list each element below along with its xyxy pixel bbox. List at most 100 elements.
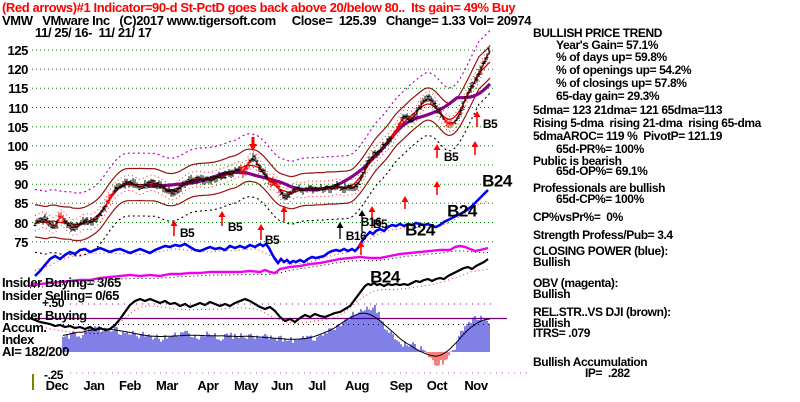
price-bar [447, 120, 451, 129]
lower-band [35, 77, 491, 242]
price-bar [231, 169, 235, 177]
stats-panel-line: % of openings up= 54.2% [556, 63, 692, 77]
x-axis-month-label: Feb [119, 378, 141, 393]
price-bar [275, 181, 279, 188]
price-bar [423, 95, 427, 103]
stats-panel-line: CP%vsPr%= 0% [533, 210, 623, 224]
y-axis-tick-label: 85 [14, 196, 28, 212]
price-bar [285, 192, 289, 200]
price-bar [221, 171, 225, 179]
price-bar [267, 180, 271, 185]
price-bar [251, 153, 255, 163]
price-bar [479, 65, 483, 75]
price-bar [185, 179, 189, 186]
price-bar [67, 223, 71, 229]
indicator-pane-label: Insider Selling= 0/65 [2, 288, 119, 303]
sell-arrow-head [249, 144, 257, 151]
price-bar [283, 193, 287, 201]
price-bar [313, 186, 317, 192]
price-bar [61, 214, 65, 224]
price-bar [195, 175, 199, 184]
buy-arrow-head [433, 181, 441, 187]
price-bar [321, 187, 325, 194]
price-bar [415, 107, 419, 117]
price-bar [91, 219, 95, 226]
price-bar [255, 159, 259, 166]
date-range-label: 11/ 25/ 16- 11/ 21/ 17 [35, 25, 152, 40]
buy-arrow-head [473, 111, 481, 117]
price-bar [361, 171, 365, 178]
y-axis-tick-label: 100 [7, 138, 29, 154]
price-bar [463, 96, 467, 103]
x-axis-month-label: May [233, 378, 259, 393]
x-axis-month-label: Aug [344, 378, 370, 393]
price-bar [243, 164, 247, 175]
price-bar [439, 111, 443, 118]
buy-arrow-head [218, 211, 226, 217]
stats-panel-line: 65d-PR%= 100% [556, 142, 644, 156]
price-bar [357, 180, 361, 185]
price-bar [155, 182, 159, 190]
price-bar [325, 184, 329, 191]
price-bar [387, 135, 391, 145]
price-bar [101, 206, 105, 213]
price-bar [135, 182, 139, 189]
price-bar [341, 186, 345, 193]
x-axis-month-label: Mar [156, 378, 178, 393]
price-bar [401, 114, 405, 123]
price-bar [395, 126, 399, 134]
price-bar [177, 185, 181, 194]
price-bar [245, 163, 249, 171]
price-bar [97, 213, 101, 218]
price-bar [113, 185, 117, 193]
price-bar [175, 187, 179, 195]
stats-panel-line: CLOSING POWER (blue): [533, 244, 668, 258]
signal-label-b16: B16 [360, 215, 382, 229]
buy-arrow-head [257, 224, 265, 230]
price-bar [329, 186, 333, 194]
price-bar [137, 184, 141, 191]
stats-panel-line: Strength Profess/Pub= 3.4 [533, 228, 673, 242]
price-bar [295, 186, 299, 191]
price-bar [85, 217, 89, 225]
price-bar [117, 183, 121, 190]
price-bar [411, 114, 415, 123]
price-bar [253, 154, 257, 162]
price-bar [261, 168, 265, 175]
price-bar [397, 122, 401, 130]
price-bar [319, 184, 323, 191]
price-bar [355, 182, 359, 190]
price-bar [163, 184, 167, 193]
price-bar [187, 176, 191, 183]
price-bar [171, 189, 175, 197]
price-bar [289, 190, 293, 195]
price-bar [203, 176, 207, 185]
x-axis-month-label: Nov [464, 378, 488, 393]
price-bar [193, 177, 197, 182]
price-bar [53, 225, 57, 230]
price-bar [103, 205, 107, 212]
price-bar [139, 184, 143, 190]
signal-label-b5: B5 [482, 117, 498, 131]
price-bar [457, 113, 461, 119]
x-axis-month-label: Oct [426, 378, 448, 393]
price-bar [169, 189, 173, 197]
price-bar [41, 217, 45, 225]
price-bar [363, 166, 367, 175]
price-bar [39, 217, 43, 223]
price-bar [335, 181, 339, 190]
price-bar [33, 222, 37, 227]
price-bar [391, 133, 395, 139]
price-bar [259, 165, 263, 173]
obv-line [29, 244, 489, 288]
price-bar [183, 180, 187, 189]
upper-dotted-band [35, 29, 491, 194]
price-bar [45, 216, 49, 225]
price-bar [205, 176, 209, 184]
price-bar [153, 180, 157, 189]
indicator-pane-label: +.50 [42, 296, 65, 310]
price-bar [55, 220, 59, 229]
price-bar [213, 176, 217, 183]
price-bar [199, 174, 203, 181]
price-bar [353, 183, 357, 192]
